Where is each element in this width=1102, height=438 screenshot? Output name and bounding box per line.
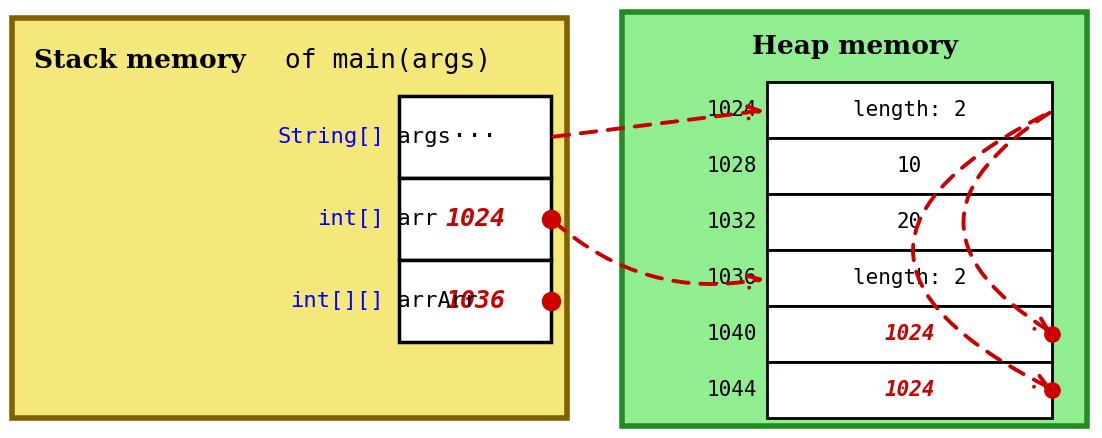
Text: int[][]: int[][] — [290, 291, 383, 311]
Text: ···: ··· — [453, 125, 497, 149]
Text: length: 2: length: 2 — [853, 100, 966, 120]
FancyArrowPatch shape — [963, 112, 1051, 330]
Text: int[]: int[] — [317, 209, 383, 229]
FancyArrowPatch shape — [553, 221, 760, 288]
Text: 1028: 1028 — [706, 156, 757, 176]
Bar — [399, 260, 551, 342]
Text: 1024: 1024 — [884, 380, 934, 400]
Bar — [767, 362, 1052, 418]
Text: 1032: 1032 — [706, 212, 757, 232]
Text: 1044: 1044 — [706, 380, 757, 400]
FancyArrowPatch shape — [914, 111, 1051, 387]
FancyArrowPatch shape — [554, 106, 760, 137]
Text: Heap memory: Heap memory — [752, 34, 958, 59]
Bar — [399, 96, 551, 178]
Text: 1024: 1024 — [445, 207, 505, 231]
Text: length: 2: length: 2 — [853, 268, 966, 288]
Bar — [767, 250, 1052, 306]
Text: 20: 20 — [897, 212, 922, 232]
Bar — [767, 82, 1052, 138]
Text: 1036: 1036 — [706, 268, 757, 288]
Bar — [767, 194, 1052, 250]
FancyBboxPatch shape — [12, 18, 568, 418]
Text: Stack memory: Stack memory — [34, 48, 246, 73]
FancyBboxPatch shape — [622, 12, 1087, 426]
Text: 1036: 1036 — [445, 289, 505, 313]
Text: 1024: 1024 — [884, 324, 934, 344]
Text: arr: arr — [383, 209, 437, 229]
Text: args: args — [383, 127, 451, 147]
Text: arrArr: arrArr — [383, 291, 477, 311]
Bar — [767, 138, 1052, 194]
Text: String[]: String[] — [277, 127, 383, 147]
Bar — [399, 178, 551, 260]
Text: of main(args): of main(args) — [269, 48, 491, 74]
Bar — [767, 306, 1052, 362]
Text: 1040: 1040 — [706, 324, 757, 344]
Text: 10: 10 — [897, 156, 922, 176]
Text: 1024: 1024 — [706, 100, 757, 120]
